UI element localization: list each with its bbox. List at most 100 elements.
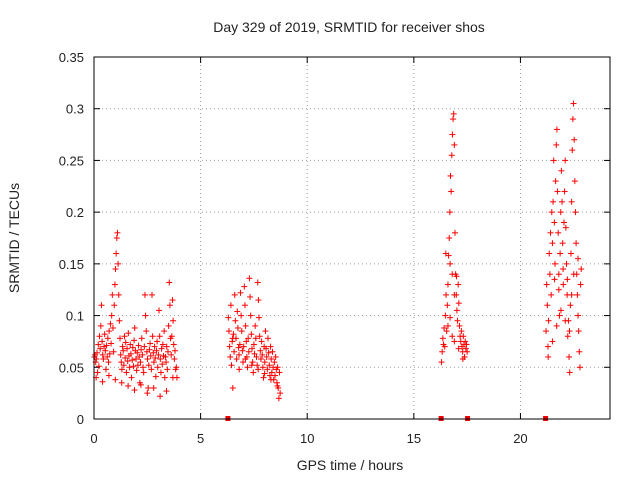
data-point bbox=[255, 366, 262, 373]
data-point bbox=[449, 333, 456, 340]
data-point bbox=[546, 271, 553, 278]
data-point bbox=[147, 352, 154, 359]
data-point bbox=[250, 341, 257, 348]
data-point bbox=[151, 343, 158, 350]
data-point bbox=[453, 273, 460, 280]
data-point bbox=[108, 340, 115, 347]
data-point bbox=[575, 312, 582, 319]
data-point bbox=[144, 390, 151, 397]
data-point bbox=[166, 302, 173, 309]
data-point bbox=[164, 366, 171, 373]
data-point bbox=[134, 349, 141, 356]
data-point bbox=[455, 300, 462, 307]
data-point bbox=[247, 293, 254, 300]
data-point bbox=[252, 335, 259, 342]
data-point bbox=[443, 328, 450, 335]
data-point bbox=[150, 349, 157, 356]
data-point bbox=[141, 291, 148, 298]
data-point bbox=[248, 331, 255, 338]
data-point bbox=[130, 363, 137, 370]
data-point bbox=[133, 367, 140, 374]
data-point bbox=[560, 219, 567, 226]
data-point bbox=[441, 343, 448, 350]
data-point bbox=[157, 356, 164, 363]
data-point bbox=[117, 335, 124, 342]
data-point bbox=[110, 348, 117, 355]
data-point bbox=[228, 362, 235, 369]
data-point bbox=[163, 388, 170, 395]
data-point bbox=[121, 333, 128, 340]
data-point bbox=[464, 348, 471, 355]
data-point bbox=[246, 275, 253, 282]
data-point bbox=[260, 374, 267, 381]
data-point bbox=[553, 322, 560, 329]
data-point bbox=[442, 312, 449, 319]
data-point bbox=[249, 359, 256, 366]
data-point bbox=[573, 240, 580, 247]
data-point bbox=[107, 320, 114, 327]
data-point bbox=[259, 351, 266, 358]
data-point bbox=[131, 387, 138, 394]
data-point bbox=[97, 322, 104, 329]
data-point bbox=[567, 302, 574, 309]
data-point bbox=[100, 356, 107, 363]
data-point bbox=[551, 260, 558, 267]
data-point bbox=[235, 351, 242, 358]
data-point bbox=[226, 343, 233, 350]
data-point bbox=[138, 335, 145, 342]
data-point bbox=[116, 317, 123, 324]
data-point bbox=[451, 229, 458, 236]
data-point bbox=[135, 342, 142, 349]
data-point bbox=[106, 350, 113, 357]
x-tick-label: 10 bbox=[300, 431, 314, 446]
y-tick-label: 0 bbox=[77, 412, 84, 427]
data-point bbox=[142, 312, 149, 319]
data-point bbox=[551, 219, 558, 226]
data-point bbox=[166, 279, 173, 286]
data-point bbox=[571, 178, 578, 185]
data-point bbox=[451, 338, 458, 345]
data-point bbox=[463, 341, 470, 348]
data-point bbox=[547, 229, 554, 236]
data-point bbox=[545, 317, 552, 324]
data-point bbox=[557, 250, 564, 257]
y-axis-label: SRMTID / TECUs bbox=[6, 183, 22, 293]
data-point bbox=[159, 361, 166, 368]
data-point bbox=[553, 141, 560, 148]
data-point bbox=[460, 333, 467, 340]
data-point bbox=[272, 372, 279, 379]
data-point bbox=[127, 350, 134, 357]
data-point bbox=[259, 364, 266, 371]
data-point bbox=[575, 255, 582, 262]
data-point bbox=[240, 359, 247, 366]
data-point bbox=[256, 333, 263, 340]
data-point bbox=[148, 366, 155, 373]
data-point bbox=[105, 372, 112, 379]
data-point bbox=[557, 209, 564, 216]
data-point bbox=[245, 348, 252, 355]
data-point bbox=[267, 376, 274, 383]
data-point bbox=[265, 349, 272, 356]
axis-ticks: 0 0.05 0.1 0.15 0.2 0.25 0.3 0.35 0 5 10 15 20 bbox=[59, 50, 610, 446]
data-point bbox=[128, 374, 135, 381]
data-point bbox=[173, 364, 180, 371]
data-point bbox=[254, 279, 261, 286]
data-point bbox=[548, 291, 555, 298]
data-point bbox=[148, 291, 155, 298]
data-point bbox=[555, 229, 562, 236]
data-point bbox=[153, 347, 160, 354]
data-point bbox=[113, 235, 120, 241]
data-point bbox=[447, 314, 454, 321]
data-point bbox=[162, 353, 169, 360]
data-point bbox=[150, 359, 157, 366]
data-point bbox=[98, 302, 105, 309]
data-point bbox=[234, 308, 241, 315]
data-point bbox=[241, 302, 248, 309]
data-point bbox=[561, 188, 568, 195]
data-point bbox=[576, 348, 583, 355]
grid bbox=[94, 57, 610, 419]
data-point bbox=[247, 312, 254, 319]
data-point bbox=[95, 363, 102, 370]
data-point bbox=[267, 343, 274, 350]
